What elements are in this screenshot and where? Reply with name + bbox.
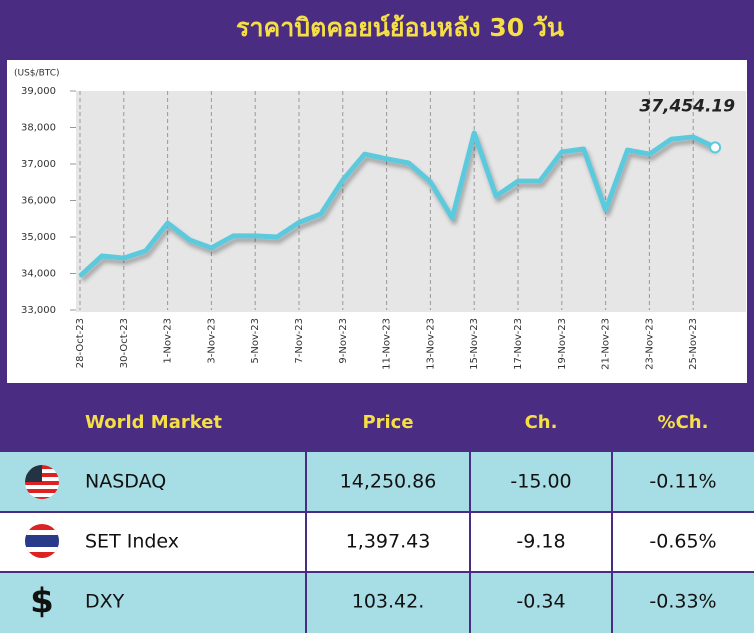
y-tick-label: 38,000 — [21, 123, 56, 134]
cell: -15.00 — [510, 471, 571, 493]
cell: 1,397.43 — [346, 531, 431, 553]
x-tick-label: 15-Nov-23 — [469, 318, 480, 370]
table: $ World Market Price Ch. %Ch. NASDAQ 14,250.8… — [0, 393, 754, 633]
thai-flag-icon — [25, 524, 59, 558]
x-tick-label: 23-Nov-23 — [644, 318, 655, 370]
header-cell: Ch. — [525, 412, 558, 433]
x-tick-label: 30-Oct-23 — [119, 318, 130, 368]
x-tick-label: 1-Nov-23 — [163, 318, 174, 364]
x-tick-label: 28-Oct-23 — [75, 318, 86, 368]
x-tick-label: 7-Nov-23 — [294, 318, 305, 364]
end-marker — [709, 141, 722, 154]
us-flag-icon — [25, 465, 59, 499]
header-cell: Price — [362, 412, 413, 433]
x-tick-label: 11-Nov-23 — [382, 318, 393, 370]
x-tick-label: 17-Nov-23 — [513, 318, 524, 370]
x-tick-label: 19-Nov-23 — [557, 318, 568, 370]
dollar-icon: $ — [30, 582, 54, 622]
y-tick-label: 33,000 — [21, 305, 56, 316]
cell: DXY — [85, 591, 125, 613]
cell: -0.65% — [649, 531, 716, 553]
y-tick-label: 34,000 — [21, 269, 56, 280]
header-row — [0, 393, 754, 452]
row — [0, 512, 754, 572]
cell: SET Index — [85, 531, 179, 553]
x-tick-label: 13-Nov-23 — [425, 318, 436, 370]
cell: -9.18 — [516, 531, 565, 553]
cell: 103.42. — [352, 591, 425, 613]
plot-area — [76, 91, 746, 312]
x-tick-label: 9-Nov-23 — [338, 318, 349, 364]
cell: -0.34 — [516, 591, 565, 613]
cell: -0.11% — [649, 471, 716, 493]
row — [0, 452, 754, 512]
y-tick-label: 36,000 — [21, 196, 56, 207]
cell: 14,250.86 — [340, 471, 437, 493]
header-cell: %Ch. — [658, 412, 709, 433]
y-tick-label: 35,000 — [21, 232, 56, 243]
y-tick-label: 39,000 — [21, 86, 56, 97]
cell: -0.33% — [649, 591, 716, 613]
x-tick-label: 25-Nov-23 — [688, 318, 699, 370]
data-label: 37,454.19 — [639, 96, 735, 116]
y-axis-label: (US$/BTC) — [14, 69, 60, 79]
chart-title: ราคาบิตคอยน์ย้อนหลัง 30 วัน — [236, 13, 564, 42]
header-cell: World Market — [85, 412, 222, 433]
line — [78, 130, 717, 278]
cell: NASDAQ — [85, 471, 166, 493]
x-tick-label: 21-Nov-23 — [601, 318, 612, 370]
x-tick-label: 5-Nov-23 — [250, 318, 261, 364]
x-tick-label: 3-Nov-23 — [206, 318, 217, 364]
row — [0, 572, 754, 633]
y-tick-label: 37,000 — [21, 159, 56, 170]
